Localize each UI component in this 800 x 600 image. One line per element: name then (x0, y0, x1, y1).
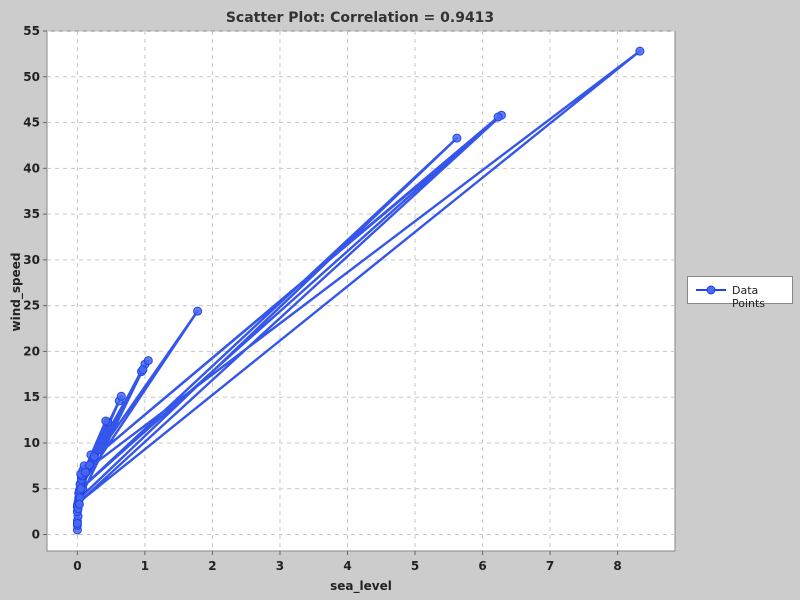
data-point (85, 460, 95, 470)
x-tick-label: 1 (141, 559, 149, 573)
y-tick-label: 30 (23, 253, 40, 267)
y-tick-label: 20 (23, 344, 40, 358)
x-tick-label: 7 (546, 559, 554, 573)
x-tick-label: 5 (411, 559, 419, 573)
x-tick-label: 8 (613, 559, 621, 573)
y-tick-label: 0 (32, 528, 40, 542)
grid (47, 30, 675, 551)
data-point (72, 519, 82, 529)
data-point (452, 133, 462, 143)
legend-label: Data Points (732, 284, 766, 310)
data-point (116, 391, 126, 401)
x-tick-label: 6 (478, 559, 486, 573)
y-tick-label: 45 (23, 116, 40, 130)
x-tick-label: 2 (208, 559, 216, 573)
data-point (74, 499, 84, 509)
y-tick-label: 25 (23, 299, 40, 313)
y-ticks: 0 5 10 15 20 25 30 35 40 45 50 55 (23, 24, 47, 542)
data-point (76, 484, 86, 494)
data-point (138, 365, 148, 375)
chart-title: Scatter Plot: Correlation = 0.9413 (226, 10, 494, 26)
y-tick-label: 40 (23, 161, 40, 175)
y-tick-label: 35 (23, 207, 40, 221)
x-ticks: 0 1 2 3 4 5 6 7 8 (73, 551, 622, 573)
y-axis-label: wind_speed (9, 253, 24, 332)
data-point (635, 46, 645, 56)
series-group (72, 46, 645, 535)
x-tick-label: 0 (73, 559, 81, 573)
x-axis-label: sea_level (330, 579, 392, 594)
y-tick-label: 15 (23, 390, 40, 404)
plot-area (46, 30, 676, 552)
x-tick-label: 4 (343, 559, 351, 573)
legend-swatch (696, 285, 726, 295)
y-tick-label: 5 (32, 482, 40, 496)
y-tick-label: 10 (23, 436, 40, 450)
data-point (80, 467, 90, 477)
data-point (143, 356, 153, 366)
data-point (193, 306, 203, 316)
y-tick-label: 50 (23, 70, 40, 84)
data-point (89, 452, 99, 462)
y-tick-label: 55 (23, 24, 40, 38)
data-point (493, 112, 503, 122)
legend: Data Points (687, 276, 793, 310)
x-tick-label: 3 (276, 559, 284, 573)
data-point (101, 416, 111, 426)
